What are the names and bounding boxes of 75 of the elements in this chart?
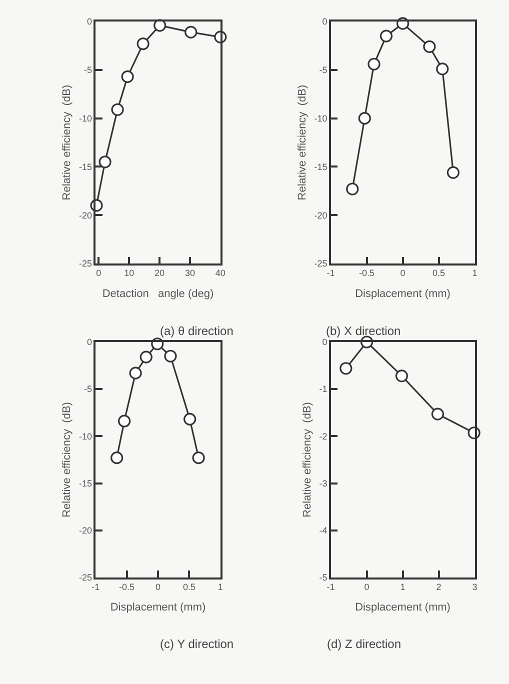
y-tick-label: -5 [319,572,328,583]
x-tick-label: 0 [400,268,406,278]
x-tick-label: 3 [472,582,478,592]
x-axis-title: Displacement (mm) [355,602,450,614]
point [346,182,359,196]
x-tick-label: 0 [96,268,102,278]
y-axis-title: Relative efficiency (dB) [301,402,314,518]
point [111,103,124,116]
point [446,166,460,179]
point [164,350,177,362]
x-tick-label: 30 [184,268,195,278]
x-tick-label: 0.5 [432,268,446,278]
y-tick-label: -2 [319,431,328,442]
y-tick-label: -20 [79,210,92,220]
text: (a) θ direction [160,324,234,338]
point [140,350,152,364]
point [121,70,134,84]
y-tick-label: -20 [314,210,328,220]
point [192,452,205,464]
x-tick-label: 40 [215,268,226,278]
point [340,362,352,375]
y-tick-label: 0 [322,16,328,27]
y-tick-label: -10 [314,113,328,124]
y-tick-label: 0 [87,16,92,27]
x-axis-title: Displacement (mm) [110,602,206,614]
point [110,452,124,464]
y-tick-label: -25 [314,258,328,269]
y-axis-title: Relative efficiency (dB) [61,402,74,518]
x-tick-label: 2 [436,582,442,592]
y-tick-label: -20 [79,526,92,536]
y-tick-label: 0 [87,337,92,348]
point [184,26,198,38]
y-tick-label: -5 [84,384,92,394]
x-axis-title: Displacement (mm) [355,288,450,300]
x-tick-label: 1 [472,268,478,278]
y-tick-label: -5 [84,65,92,76]
y-tick-label: -25 [79,258,92,269]
y-tick-label: -15 [314,162,328,172]
y-tick-label: -25 [79,572,92,583]
text: (b) X direction [326,324,401,338]
point [98,156,112,168]
y-tick-label: -15 [79,162,92,172]
point [368,58,380,70]
point [436,62,449,76]
x-tick-label: 0 [155,582,161,592]
point [358,112,371,125]
point [380,30,393,42]
text: (c) Y direction [160,637,234,651]
y-tick-label: -5 [319,65,328,76]
point [431,408,444,420]
y-tick-label: -1 [319,384,328,394]
x-tick-label: -0.5 [359,268,375,278]
point [129,366,142,380]
point [136,38,150,50]
y-axis-title: Relative efficiency (dB) [296,84,308,200]
y-axis-title: Relative efficiency (dB) [61,84,74,200]
y-tick-label: -10 [79,431,92,442]
x-tick-label: 1 [400,582,406,592]
point [118,414,131,428]
y-tick-label: -10 [79,113,92,124]
x-tick-label: 1 [218,582,223,592]
x-tick-label: 10 [124,268,134,278]
x-tick-label: 0 [364,582,370,592]
y-tick-label: 0 [322,337,328,348]
point [184,412,196,426]
text: (d) Z direction [327,637,402,651]
point [395,370,408,382]
x-tick-label: 20 [154,268,165,278]
y-tick-label: -4 [319,526,328,536]
y-tick-label: -3 [319,478,328,488]
x-tick-label: -0.5 [119,582,135,592]
x-tick-label: 0.5 [182,582,196,592]
point [423,40,436,54]
y-tick-label: -15 [79,478,92,488]
x-axis-title: Detaction angle (deg) [102,288,214,300]
